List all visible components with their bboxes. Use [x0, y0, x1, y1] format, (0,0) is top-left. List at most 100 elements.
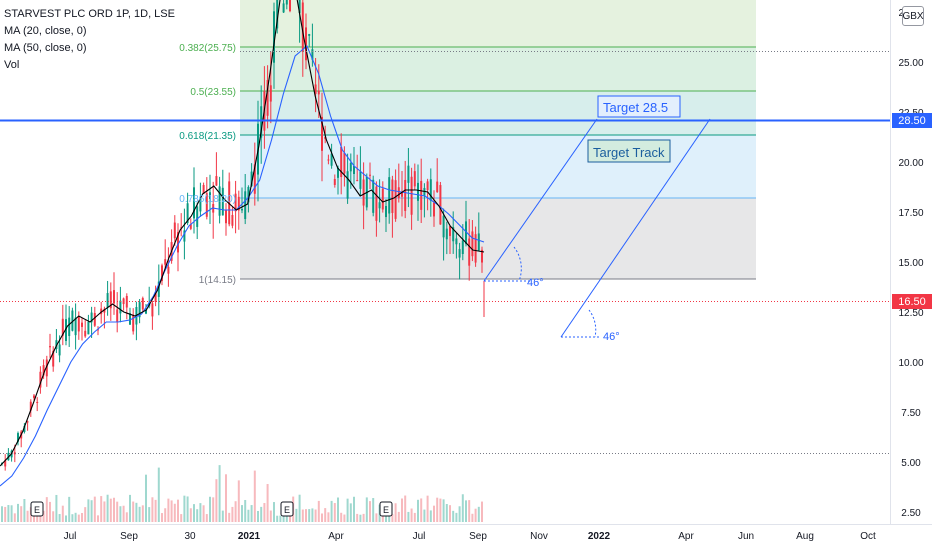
time-tick-label: Apr — [328, 531, 344, 542]
volume-bar — [148, 507, 151, 522]
channel-line-upper[interactable] — [483, 118, 598, 282]
volume-bar — [97, 515, 99, 522]
price-tick-label: 2.50 — [901, 508, 921, 519]
candle-body — [193, 187, 195, 219]
volume-bar — [266, 484, 269, 522]
price-tick-label: 5.00 — [901, 458, 921, 469]
volume-bar — [423, 509, 426, 522]
candle-body — [71, 310, 74, 331]
candle-body — [253, 164, 256, 194]
candle-body — [13, 452, 16, 455]
candle-body — [433, 202, 435, 217]
candle-body — [209, 192, 211, 199]
candle-body — [445, 228, 448, 240]
time-tick-label: Jun — [738, 531, 754, 542]
last-price-value: 16.50 — [898, 296, 926, 308]
earnings-marker[interactable]: E — [280, 501, 294, 517]
candle-body — [452, 227, 455, 242]
volume-bar — [52, 511, 55, 522]
candle-body — [337, 167, 339, 178]
volume-bar — [68, 496, 71, 522]
candle-body — [397, 187, 400, 199]
target-callout-box[interactable] — [597, 95, 681, 118]
channel-line-lower[interactable] — [560, 118, 711, 338]
volume-bar — [314, 509, 317, 522]
candle-body — [442, 215, 445, 238]
candle-body — [151, 303, 154, 317]
time-axis[interactable]: Jul Sep 30 2021 Apr Jul Sep Nov 2022 Apr Jun Aug Oct — [64, 531, 876, 542]
candle-body — [343, 152, 346, 174]
earnings-marker-label: E — [284, 505, 290, 515]
candle-body — [202, 184, 205, 194]
ma20-legend[interactable]: MA (20, close, 0) — [4, 25, 87, 37]
volume-bar — [394, 503, 397, 522]
volume-bar — [167, 498, 170, 522]
volume-bar — [359, 514, 362, 522]
volume-bar — [71, 514, 74, 522]
volume-bars — [1, 465, 483, 522]
candle-body — [52, 350, 55, 367]
candle-body — [141, 298, 144, 310]
volume-bar — [225, 474, 227, 522]
volume-bar — [461, 494, 464, 522]
candle-body — [154, 292, 157, 302]
volume-bar — [426, 495, 429, 522]
volume-bar — [193, 504, 195, 522]
volume-bar — [439, 498, 442, 522]
volume-bar — [279, 515, 282, 522]
price-tick-label: 15.00 — [898, 258, 923, 269]
candle-body — [109, 291, 112, 309]
volume-bar — [474, 508, 477, 522]
track-callout-box[interactable] — [587, 139, 671, 163]
volume-bar — [253, 470, 256, 522]
candle-body — [378, 202, 381, 209]
volume-bar — [215, 479, 218, 522]
candle-body — [157, 281, 160, 297]
candle-body — [369, 174, 371, 176]
candle-body — [196, 206, 199, 227]
candle-body — [17, 433, 19, 442]
volume-bar — [337, 497, 339, 522]
fib-zone — [240, 0, 756, 47]
volume-bar — [161, 513, 163, 522]
ma50-legend[interactable]: MA (50, close, 0) — [4, 42, 87, 54]
candle-body — [55, 340, 58, 350]
volume-bar — [410, 508, 413, 522]
earnings-marker[interactable]: E — [379, 501, 393, 517]
candle-body — [132, 314, 135, 332]
candle-body — [29, 401, 32, 411]
volume-bar — [330, 500, 333, 522]
volume-bar — [231, 506, 234, 522]
volume-bar — [103, 501, 106, 522]
candle-body — [461, 240, 464, 255]
volume-bar — [436, 497, 439, 522]
symbol-title[interactable]: STARVEST PLC ORD 1P, 1D, LSE — [4, 8, 175, 20]
volume-bar — [397, 511, 400, 522]
candle-body — [189, 224, 192, 229]
volume-bar — [445, 504, 448, 522]
earnings-marker[interactable]: E — [30, 501, 44, 517]
time-tick-label: Jul — [413, 531, 426, 542]
candle-body — [129, 313, 131, 325]
volume-bar — [458, 506, 461, 522]
price-tick-label: 25.00 — [898, 58, 923, 69]
volume-bar — [145, 474, 147, 522]
candle-body — [36, 401, 39, 403]
vol-legend[interactable]: Vol — [4, 59, 20, 71]
candle-body — [199, 197, 202, 212]
volume-bar — [311, 508, 314, 522]
candle-body — [340, 146, 343, 178]
time-tick-label: 2021 — [238, 531, 261, 542]
volume-bar — [10, 505, 13, 522]
volume-bar — [49, 501, 51, 522]
volume-bar — [305, 509, 307, 522]
candle-body — [231, 214, 234, 226]
candle-body — [237, 196, 240, 211]
volume-bar — [356, 513, 359, 522]
volume-bar — [65, 515, 67, 522]
candle-body — [100, 308, 103, 315]
volume-bar — [106, 494, 109, 522]
candle-body — [465, 221, 467, 244]
currency-button[interactable]: GBX — [902, 6, 924, 26]
